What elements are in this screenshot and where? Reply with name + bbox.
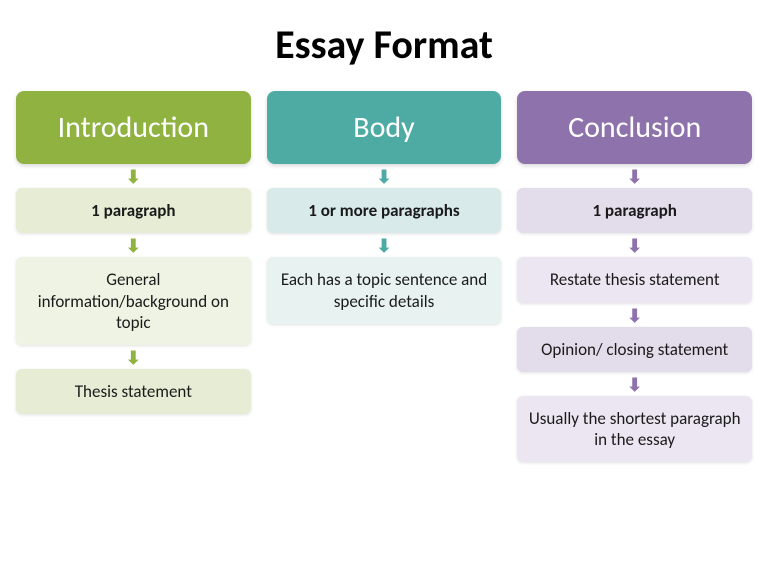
arrow-icon: ⬇ [627,237,642,255]
arrow-icon: ⬇ [627,168,642,186]
page-title: Essay Format [16,20,752,69]
intro-sub-2: Thesis statement [16,369,251,414]
columns-container: Introduction ⬇ 1 paragraph ⬇ General inf… [16,91,752,462]
arrow-icon: ⬇ [627,376,642,394]
column-body: Body ⬇ 1 or more paragraphs ⬇ Each has a… [267,91,502,462]
column-conclusion: Conclusion ⬇ 1 paragraph ⬇ Restate thesi… [517,91,752,462]
conclusion-sub-1: Restate thesis statement [517,257,752,302]
conclusion-sub-2: Opinion/ closing statement [517,327,752,372]
body-sub-1: Each has a topic sentence and specific d… [267,257,502,324]
arrow-icon: ⬇ [376,237,391,255]
intro-sub-1: General information/background on topic [16,257,251,345]
arrow-icon: ⬇ [376,168,391,186]
arrow-icon: ⬇ [627,307,642,325]
arrow-icon: ⬇ [126,168,141,186]
body-sub-0: 1 or more paragraphs [267,188,502,233]
intro-sub-0: 1 paragraph [16,188,251,233]
column-introduction: Introduction ⬇ 1 paragraph ⬇ General inf… [16,91,251,462]
conclusion-sub-0: 1 paragraph [517,188,752,233]
arrow-icon: ⬇ [126,237,141,255]
intro-header: Introduction [16,91,251,164]
conclusion-header: Conclusion [517,91,752,164]
body-header: Body [267,91,502,164]
conclusion-sub-3: Usually the shortest paragraph in the es… [517,396,752,463]
arrow-icon: ⬇ [126,349,141,367]
